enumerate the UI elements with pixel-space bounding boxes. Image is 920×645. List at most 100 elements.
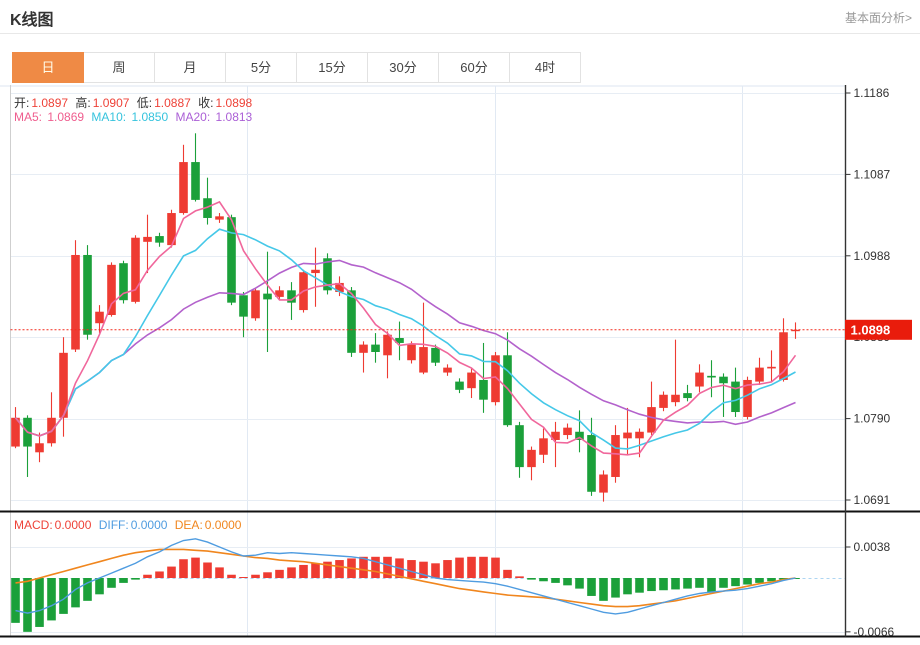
candle-down — [119, 263, 128, 301]
macd-bar-positive — [431, 563, 440, 578]
macd-bar-positive — [179, 559, 188, 578]
macd-bar-negative — [83, 578, 92, 601]
tab-period-7[interactable]: 4时 — [509, 52, 581, 83]
candle-up — [647, 407, 656, 433]
candle-up — [467, 372, 476, 389]
macd-bar-positive — [143, 574, 152, 578]
kline-chart-canvas[interactable]: 1.11861.10871.09881.08891.07901.06910.00… — [0, 85, 920, 645]
macd-bar-positive — [299, 564, 308, 578]
candle-down — [347, 290, 356, 353]
candle-up — [599, 474, 608, 493]
macd-bar-positive — [215, 567, 224, 578]
macd-bar-positive — [491, 557, 500, 578]
candle-down — [395, 338, 404, 343]
macd-bar-negative — [59, 578, 68, 614]
macd-bar-negative — [527, 578, 536, 580]
macd-label: MACD: — [14, 518, 53, 532]
candle-up — [539, 438, 548, 455]
macd-bar-negative — [635, 578, 644, 593]
candle-up — [767, 366, 776, 369]
open-value: 1.0897 — [31, 96, 69, 110]
macd-bar-negative — [755, 578, 764, 583]
candle-up — [779, 332, 788, 380]
macd-bar-negative — [587, 578, 596, 596]
macd-value: 0.0000 — [54, 518, 92, 532]
macd-bar-positive — [467, 556, 476, 578]
candle-down — [191, 162, 200, 200]
tab-period-6[interactable]: 60分 — [438, 52, 510, 83]
candle-up — [59, 352, 68, 418]
candle-down — [239, 295, 248, 317]
diff-value: 0.0000 — [130, 518, 168, 532]
candle-up — [107, 264, 116, 315]
ma10-label: MA10: — [91, 110, 127, 124]
macd-legend: MACD: 0.0000 DIFF: 0.0000 DEA: 0.0000 — [14, 518, 245, 532]
macd-bar-positive — [515, 576, 524, 578]
macd-bar-negative — [71, 578, 80, 608]
candle-up — [335, 282, 344, 292]
ma-legend: MA5: 1.0869 MA10: 1.0850 MA20: 1.0813 — [14, 110, 256, 124]
macd-bar-negative — [563, 578, 572, 586]
candle-down — [479, 379, 488, 400]
tab-period-0[interactable]: 日 — [12, 52, 84, 83]
candle-up — [215, 216, 224, 220]
macd-bar-negative — [539, 578, 548, 582]
macd-bar-positive — [155, 571, 164, 578]
macd-bar-negative — [647, 578, 656, 592]
tab-period-1[interactable]: 周 — [83, 52, 155, 83]
title-divider — [0, 33, 920, 34]
chart-area[interactable]: 1.11861.10871.09881.08891.07901.06910.00… — [0, 85, 920, 645]
high-label: 高: — [75, 96, 91, 110]
macd-bar-positive — [239, 577, 248, 578]
open-label: 开: — [14, 96, 30, 110]
candle-up — [167, 213, 176, 246]
tab-period-2[interactable]: 月 — [154, 52, 226, 83]
candle-up — [743, 379, 752, 417]
macd-bar-negative — [767, 578, 776, 582]
macd-bar-positive — [359, 556, 368, 578]
macd-bar-positive — [323, 561, 332, 578]
macd-bar-negative — [107, 578, 116, 588]
macd-bar-positive — [251, 574, 260, 578]
candle-down — [203, 198, 212, 218]
low-label: 低: — [136, 96, 153, 110]
ma20-line — [14, 259, 796, 437]
candle-up — [443, 367, 452, 373]
candle-up — [551, 431, 560, 440]
fundamental-analysis-link[interactable]: 基本面分析> — [844, 11, 912, 25]
macd-bar-positive — [443, 560, 452, 578]
page-title: K线图 — [10, 12, 54, 29]
candle-down — [515, 425, 524, 468]
macd-bar-positive — [275, 569, 284, 578]
candle-down — [503, 355, 512, 426]
macd-bar-negative — [119, 578, 128, 583]
macd-bar-positive — [455, 557, 464, 578]
candle-up — [95, 311, 104, 324]
ohlc-legend: 开: 1.0897 高: 1.0907 低: 1.0887 收: 1.0898 — [14, 94, 256, 111]
macd-bar-negative — [35, 578, 44, 627]
macd-bar-negative — [47, 578, 56, 621]
macd-bar-positive — [167, 566, 176, 578]
macd-bar-positive — [479, 556, 488, 578]
tab-period-4[interactable]: 15分 — [296, 52, 368, 83]
ma5-line — [14, 200, 797, 456]
macd-bar-positive — [191, 557, 200, 578]
tab-period-3[interactable]: 5分 — [225, 52, 297, 83]
macd-axis-label: -0.0066 — [854, 625, 895, 639]
ma10-line — [14, 228, 796, 450]
candle-down — [587, 435, 596, 492]
candle-up — [143, 236, 152, 242]
candle-down — [707, 375, 716, 378]
candle-down — [455, 381, 464, 390]
macd-bar-negative — [551, 578, 560, 583]
macd-bar-negative — [695, 578, 704, 588]
candle-down — [719, 376, 728, 384]
candle-up — [131, 237, 140, 302]
tab-period-5[interactable]: 30分 — [367, 52, 439, 83]
macd-bar-negative — [707, 578, 716, 593]
macd-bar-negative — [659, 578, 668, 591]
candle-up — [635, 431, 644, 439]
macd-bar-positive — [371, 556, 380, 578]
candle-down — [371, 344, 380, 352]
macd-bar-positive — [335, 560, 344, 578]
